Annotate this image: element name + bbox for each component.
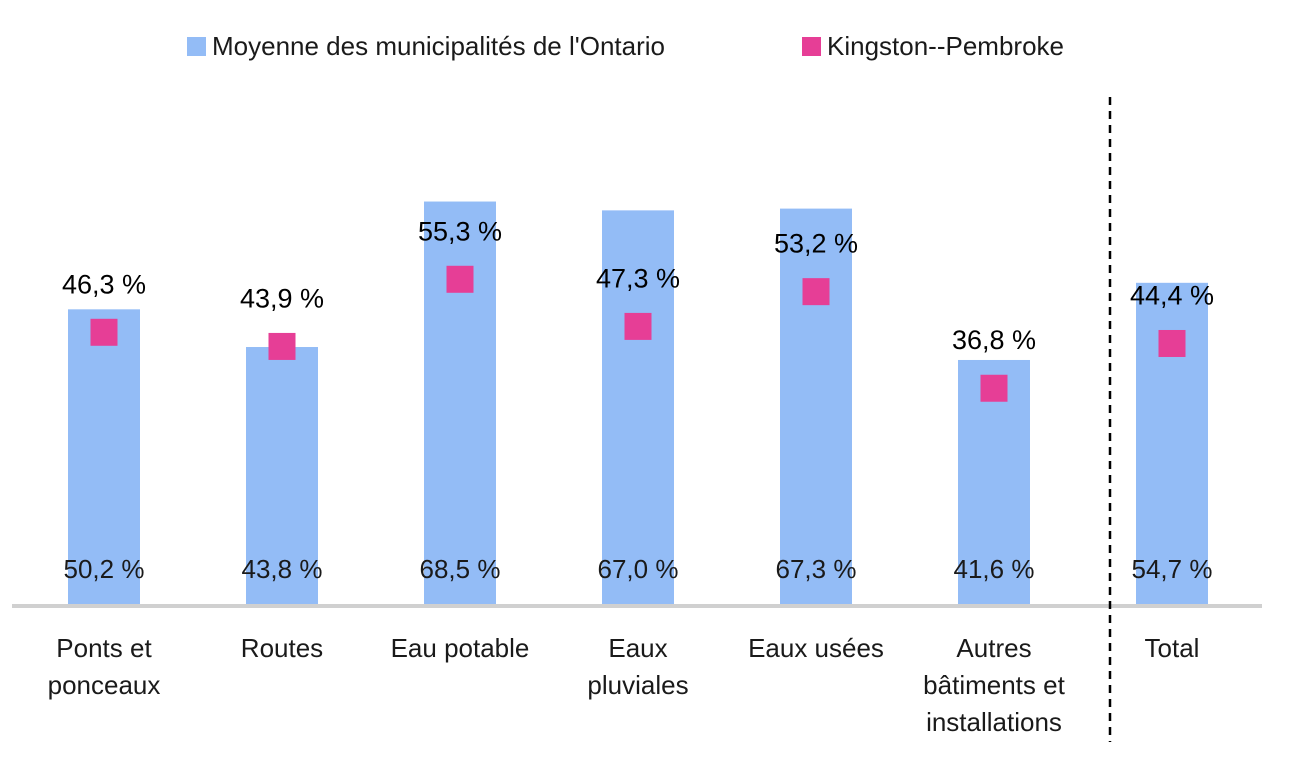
category-label-3: Eaux pluviales — [587, 633, 688, 700]
marker-6 — [1158, 329, 1186, 357]
markers-group — [90, 265, 1186, 402]
bar-value-label-1: 43,8 % — [242, 554, 323, 584]
bar-value-label-5: 41,6 % — [954, 554, 1035, 584]
bar-value-label-2: 68,5 % — [420, 554, 501, 584]
marker-4 — [802, 278, 830, 306]
bar-4 — [780, 208, 852, 605]
legend-swatch-kingston — [802, 37, 821, 56]
bar-labels-group: 50,2 % 43,8 % 68,5 % 67,0 % 67,3 % 41,6 % 54,7… — [64, 554, 1213, 584]
category-labels-group: Ponts et ponceaux Routes Eau potable Eaux plu… — [48, 633, 1200, 737]
marker-value-label-0: 46,3 % — [62, 269, 146, 299]
marker-2 — [446, 265, 474, 293]
marker-labels-group: 46,3 % 43,9 % 55,3 % 47,3 % 53,2 % 36,8 % 44,4… — [62, 216, 1214, 355]
marker-value-label-2: 55,3 % — [418, 216, 502, 246]
marker-1 — [268, 332, 296, 360]
marker-3 — [624, 312, 652, 340]
bar-1 — [246, 347, 318, 605]
legend-label-kingston: Kingston--Pembroke — [827, 31, 1064, 61]
bar-3 — [602, 210, 674, 605]
category-label-6: Total — [1145, 633, 1200, 663]
bars-group — [68, 201, 1208, 605]
bar-0 — [68, 309, 140, 605]
legend-label-ontario: Moyenne des municipalités de l'Ontario — [212, 31, 665, 61]
category-label-1: Routes — [241, 633, 323, 663]
bar-value-label-6: 54,7 % — [1132, 554, 1213, 584]
marker-0 — [90, 318, 118, 346]
marker-value-label-4: 53,2 % — [774, 229, 858, 259]
marker-value-label-6: 44,4 % — [1130, 280, 1214, 310]
category-label-5: Autres bâtiments et installations — [923, 633, 1065, 737]
bar-value-label-3: 67,0 % — [598, 554, 679, 584]
category-label-4: Eaux usées — [748, 633, 884, 663]
marker-value-label-5: 36,8 % — [952, 325, 1036, 355]
marker-value-label-3: 47,3 % — [596, 263, 680, 293]
category-label-0: Ponts et ponceaux — [48, 633, 161, 700]
legend-swatch-ontario — [187, 37, 206, 56]
marker-5 — [980, 374, 1008, 402]
bar-value-label-0: 50,2 % — [64, 554, 145, 584]
marker-value-label-1: 43,9 % — [240, 283, 324, 313]
bar-2 — [424, 201, 496, 605]
legend: Moyenne des municipalités de l'Ontario K… — [187, 31, 1064, 61]
bar-value-label-4: 67,3 % — [776, 554, 857, 584]
category-label-2: Eau potable — [391, 633, 530, 663]
